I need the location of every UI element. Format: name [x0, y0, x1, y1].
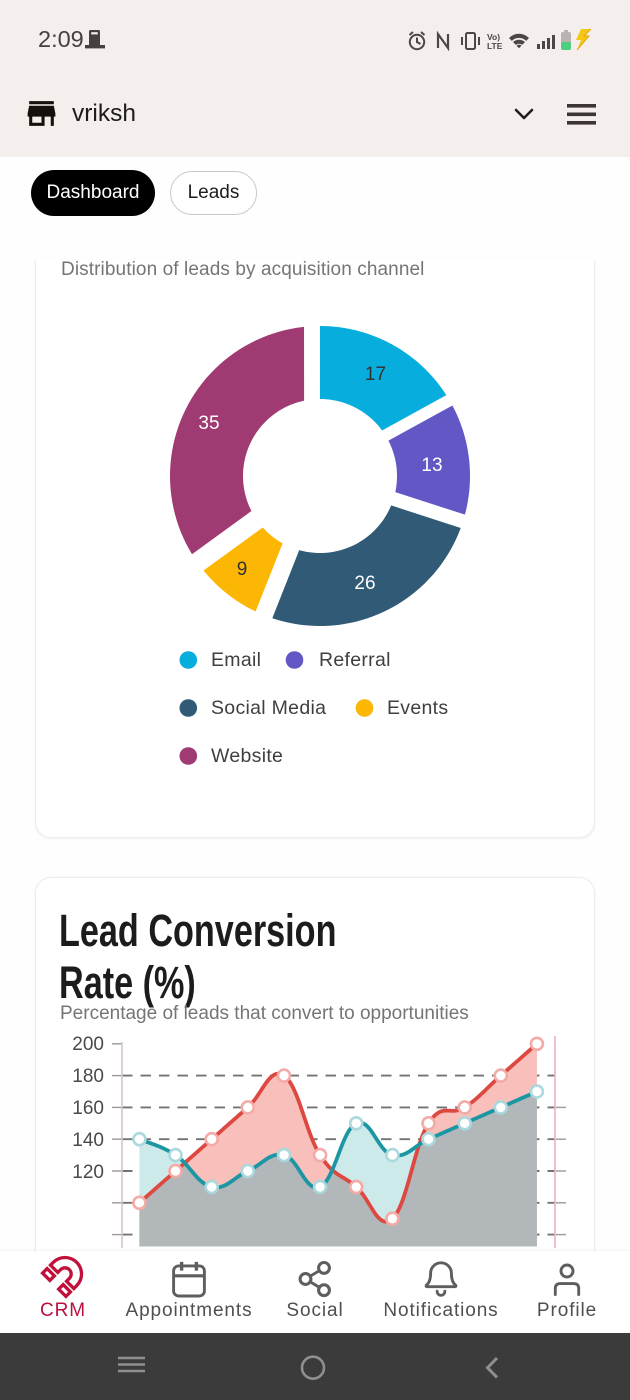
svg-text:200: 200	[72, 1034, 104, 1055]
svg-text:26: 26	[354, 573, 375, 594]
svg-text:35: 35	[198, 413, 219, 434]
svg-text:9: 9	[237, 559, 248, 580]
svg-text:Vo): Vo)	[487, 32, 500, 42]
svg-text:17: 17	[365, 364, 386, 385]
svg-text:180: 180	[72, 1066, 104, 1087]
svg-text:120: 120	[72, 1162, 104, 1183]
svg-text:140: 140	[72, 1130, 104, 1151]
svg-text:160: 160	[72, 1098, 104, 1119]
svg-text:LTE: LTE	[487, 41, 503, 51]
svg-text:13: 13	[421, 455, 442, 476]
